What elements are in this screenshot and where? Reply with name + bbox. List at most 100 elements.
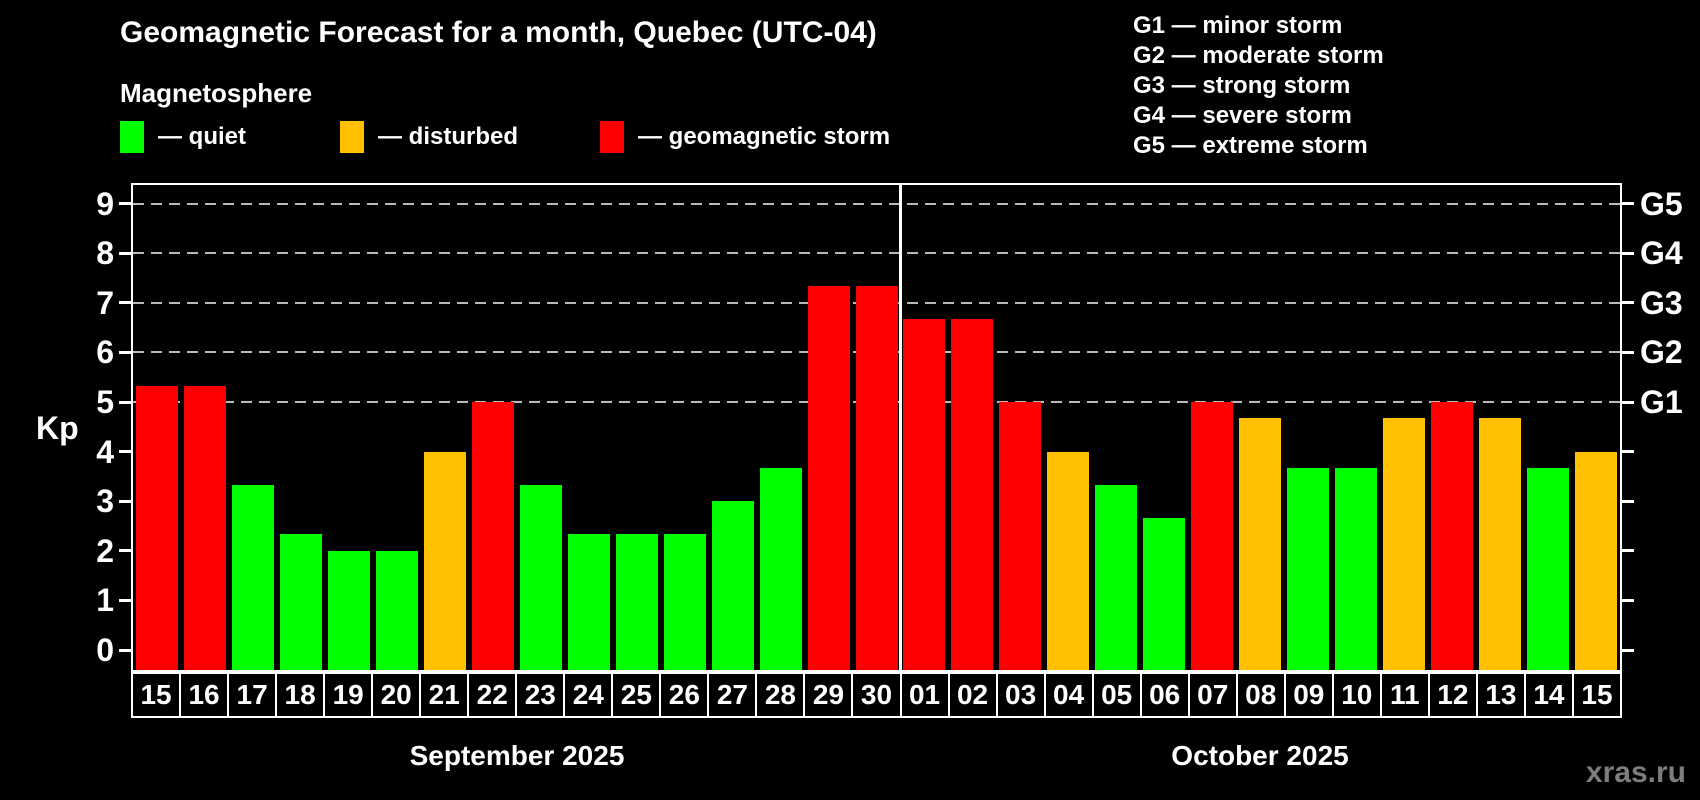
- y-axis-label: Kp: [36, 410, 79, 446]
- right-axis-tick-7: [1622, 301, 1634, 305]
- kp-bar-15: [1575, 451, 1618, 670]
- kp-bar-22: [471, 402, 514, 670]
- bars-layer: [133, 185, 1620, 670]
- gridline-kp-8: [133, 252, 1620, 255]
- kp-bar-20: [375, 550, 418, 670]
- month-label-october: October 2025: [1171, 740, 1349, 771]
- y-axis-tick-label-6: 6: [96, 334, 114, 371]
- storm-scale-g5: G5 — extreme storm: [1133, 132, 1368, 159]
- kp-bar-08: [1239, 418, 1282, 670]
- date-cell-oct-01: 01: [899, 672, 950, 718]
- legend-quiet-label: — quiet: [158, 123, 246, 150]
- date-cell-sep-21: 21: [419, 672, 470, 718]
- date-cell-oct-11: 11: [1379, 672, 1430, 718]
- date-cell-sep-28: 28: [755, 672, 806, 718]
- kp-bar-01: [903, 319, 946, 670]
- chart-subtitle: Magnetosphere: [120, 78, 313, 108]
- watermark: xras.ru: [1585, 756, 1686, 789]
- right-axis-tick-0: [1622, 648, 1634, 652]
- date-cell-sep-24: 24: [563, 672, 614, 718]
- storm-scale-g4: G4 — severe storm: [1133, 102, 1352, 129]
- left-axis-tick-6: [119, 350, 131, 354]
- left-axis-tick-0: [119, 648, 131, 652]
- legend-disturbed-label: — disturbed: [378, 123, 519, 150]
- date-cell-oct-15: 15: [1571, 672, 1622, 718]
- right-axis-tick-1: [1622, 598, 1634, 602]
- kp-bar-12: [1431, 402, 1474, 670]
- right-axis-tick-2: [1622, 549, 1634, 553]
- y-axis-tick-label-2: 2: [96, 532, 114, 569]
- date-cell-sep-27: 27: [707, 672, 758, 718]
- date-cell-oct-10: 10: [1331, 672, 1382, 718]
- kp-bar-07: [1191, 402, 1234, 670]
- kp-bar-18: [279, 534, 322, 670]
- kp-bar-30: [855, 286, 898, 670]
- date-cell-sep-25: 25: [611, 672, 662, 718]
- right-axis-tick-6: [1622, 350, 1634, 354]
- left-axis-tick-3: [119, 499, 131, 503]
- right-axis-tick-4: [1622, 450, 1634, 454]
- storm-scale-g3: G3 — strong storm: [1133, 72, 1351, 99]
- y-axis-tick-label-9: 9: [96, 185, 114, 222]
- kp-bar-02: [951, 319, 994, 670]
- kp-bar-15: [135, 385, 178, 670]
- kp-bar-04: [1047, 451, 1090, 670]
- month-label-september: September 2025: [409, 740, 625, 771]
- right-axis-tick-3: [1622, 499, 1634, 503]
- right-axis-tick-9: [1622, 202, 1634, 206]
- left-axis-tick-7: [119, 301, 131, 305]
- date-cell-sep-30: 30: [851, 672, 902, 718]
- date-cell-oct-03: 03: [995, 672, 1046, 718]
- gridline-kp-9: [133, 202, 1620, 205]
- legend-item-quiet: — quiet: [120, 120, 246, 154]
- date-cell-sep-26: 26: [659, 672, 710, 718]
- y-axis-tick-label-0: 0: [96, 632, 114, 668]
- date-cell-sep-17: 17: [227, 672, 278, 718]
- right-axis-label-g4: G4: [1640, 235, 1683, 272]
- date-cell-sep-20: 20: [371, 672, 422, 718]
- storm-scale-g2: G2 — moderate storm: [1133, 42, 1384, 69]
- left-axis-tick-8: [119, 251, 131, 255]
- legend-item-storm: — geomagnetic storm: [600, 120, 890, 154]
- plot-area: [131, 183, 1622, 672]
- kp-bar-10: [1335, 467, 1378, 670]
- storm-color-swatch: [600, 121, 624, 153]
- kp-bar-14: [1527, 467, 1570, 670]
- kp-bar-29: [807, 286, 850, 670]
- kp-bar-21: [423, 451, 466, 670]
- kp-bar-19: [327, 550, 370, 670]
- date-cell-oct-05: 05: [1091, 672, 1142, 718]
- right-axis-label-g5: G5: [1640, 185, 1683, 222]
- kp-bar-06: [1143, 517, 1186, 670]
- y-axis-tick-label-3: 3: [96, 483, 114, 520]
- kp-bar-03: [999, 402, 1042, 670]
- chart-title: Geomagnetic Forecast for a month, Quebec…: [120, 16, 877, 49]
- y-axis-tick-label-8: 8: [96, 235, 114, 272]
- date-axis-row: 15 16 17 18 19 20 21 22 23 24 25 26 27 28 29 30 01 02 03 04…: [131, 672, 1622, 718]
- date-cell-oct-02: 02: [947, 672, 998, 718]
- y-axis-tick-label-1: 1: [96, 582, 114, 619]
- date-cell-sep-29: 29: [803, 672, 854, 718]
- right-axis-tick-8: [1622, 251, 1634, 255]
- left-axis-tick-4: [119, 450, 131, 454]
- date-cell-sep-23: 23: [515, 672, 566, 718]
- kp-bar-09: [1287, 467, 1330, 670]
- kp-bar-11: [1383, 418, 1426, 670]
- legend-item-disturbed: — disturbed: [340, 120, 518, 154]
- date-cell-oct-04: 04: [1043, 672, 1094, 718]
- storm-scale-g1: G1 — minor storm: [1133, 12, 1343, 39]
- disturbed-color-swatch: [340, 121, 364, 153]
- left-axis-tick-5: [119, 400, 131, 404]
- date-cell-oct-12: 12: [1427, 672, 1478, 718]
- right-axis-label-g1: G1: [1640, 384, 1683, 420]
- kp-bar-23: [519, 484, 562, 670]
- date-cell-oct-09: 09: [1283, 672, 1334, 718]
- quiet-color-swatch: [120, 121, 144, 153]
- kp-bar-26: [663, 534, 706, 670]
- left-axis-tick-1: [119, 598, 131, 602]
- y-axis-tick-label-7: 7: [96, 284, 114, 321]
- date-cell-oct-07: 07: [1187, 672, 1238, 718]
- right-axis-label-g2: G2: [1640, 334, 1683, 371]
- kp-bar-16: [183, 385, 226, 670]
- kp-bar-27: [711, 501, 754, 670]
